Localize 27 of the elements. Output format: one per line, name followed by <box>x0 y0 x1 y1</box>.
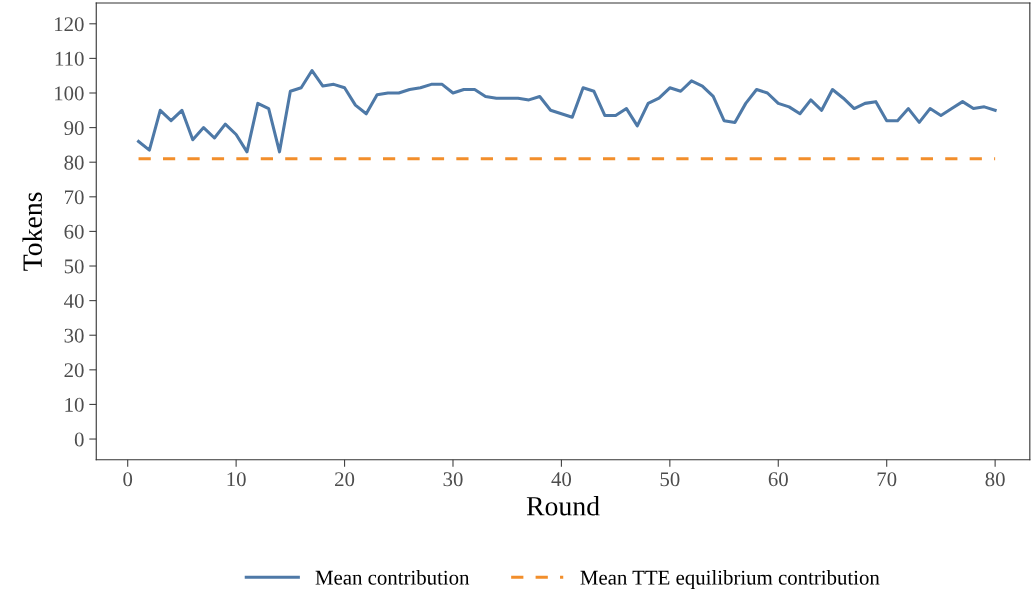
x-tick-label: 50 <box>660 472 680 487</box>
x-tick-label: 30 <box>443 472 463 487</box>
y-tick-label: 10 <box>65 397 84 412</box>
y-tick-label: 40 <box>64 293 84 309</box>
y-tick-label: 70 <box>64 190 84 205</box>
x-tick-label: 40 <box>551 472 572 487</box>
legend-label: Mean TTE equilibrium contribution <box>580 570 880 589</box>
line-series <box>137 68 997 154</box>
y-tick-label: 100 <box>55 86 84 101</box>
y-tick-label: 20 <box>64 363 84 378</box>
y-tick-label: 0 <box>74 432 84 447</box>
y-axis-title: Tokens <box>22 192 42 271</box>
x-tick-label: 0 <box>123 472 133 487</box>
y-tick-label: 110 <box>55 51 84 66</box>
x-tick-label: 10 <box>227 472 246 487</box>
x-tick-label: 80 <box>985 472 1005 487</box>
x-tick-label: 20 <box>335 472 355 487</box>
y-tick-label: 50 <box>64 259 84 274</box>
legend-label: Mean contribution <box>315 570 470 585</box>
x-axis-title: Round <box>526 496 600 516</box>
x-tick-label: 70 <box>877 472 897 487</box>
x-tick-label: 60 <box>768 472 788 487</box>
y-tick-label: 30 <box>64 328 84 343</box>
y-tick-label: 80 <box>64 155 84 170</box>
y-tick-label: 120 <box>55 17 84 32</box>
y-tick-label: 60 <box>64 224 84 239</box>
y-tick-label: 90 <box>64 120 84 136</box>
